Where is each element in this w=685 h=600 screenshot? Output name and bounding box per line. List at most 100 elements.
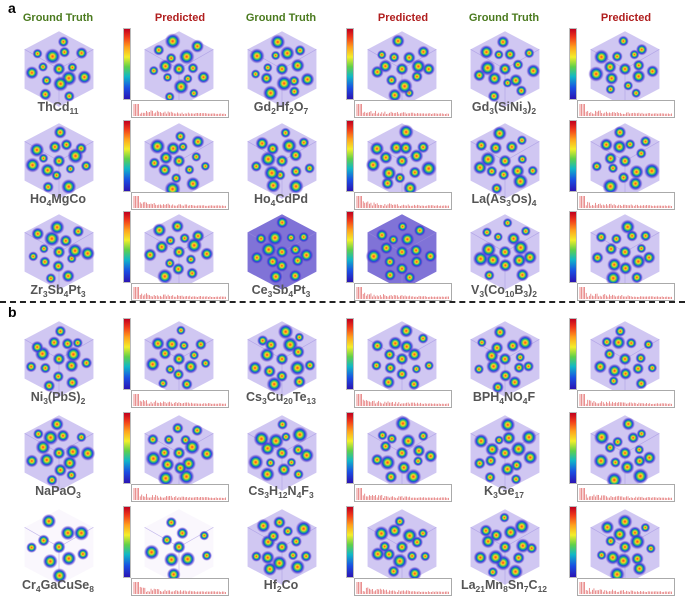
formula-label: Gd2Hf2O7 [181,100,381,116]
formula-label: ThCd11 [0,100,158,116]
spectrum-plot [354,283,452,301]
colorbar [123,28,131,100]
panel-label-a: a [8,0,16,16]
formula-label: Ho4CdPd [181,192,381,208]
formula-text: (SiNi [493,100,523,114]
predicted-density [367,415,438,491]
formula-subscript: 11 [69,106,79,116]
formula-label: Cs3H12N4F3 [181,484,381,500]
colorbar [346,318,354,390]
formula-text: Gd [471,100,490,114]
spectrum-plot [131,390,229,408]
formula-label: Gd3(SiNi3)2 [404,100,604,116]
colorbar [123,211,131,283]
formula-subscript: 8 [89,584,94,594]
ground-truth-density [470,31,541,107]
formula-subscript: 3 [80,289,86,299]
formula-subscript: 3 [308,490,314,500]
formula-text: Hf [275,100,290,114]
spectrum-plot [577,484,675,502]
spectrum-plot [354,100,452,118]
formula-label: NaPaO3 [0,484,158,500]
formula-text: Ho [29,192,47,206]
formula-text: F [301,484,309,498]
ground-truth-density [247,321,317,397]
ground-truth-density [24,123,94,199]
predicted-density [144,321,214,397]
formula-text: Ge [497,484,515,498]
formula-text: Cs [248,484,265,498]
formula-text: C [528,578,538,592]
formula-text: Sn [507,578,524,592]
ground-truth-density [24,321,94,397]
predicted-density [367,321,437,397]
formula-text: Te [292,390,307,404]
predicted-density [590,415,660,491]
formula-text: Ce [251,283,268,297]
formula-text: BPH [472,390,500,404]
formula-subscript: 12 [537,584,548,594]
panel-label-b: b [8,304,17,320]
formula-subscript: 3 [479,289,485,299]
formula-subscript: 4 [270,198,276,208]
formula-text: ) [527,100,532,114]
formula-label: La(As3Os)4 [404,192,604,208]
formula-text: K [484,484,494,498]
colorbar [569,506,577,578]
spectrum-plot [577,390,675,408]
header-predicted: Predicted [600,12,652,24]
formula-label: Ce3Sb4Pt3 [181,283,381,299]
formula-text: H [269,484,279,498]
spectrum-plot [577,283,675,301]
predicted-density [590,321,660,397]
predicted-density [367,31,437,107]
formula-text: Os) [510,192,532,206]
formula-subscript: 21 [475,584,486,594]
colorbar [346,506,354,578]
spectrum-plot [354,192,452,210]
formula-text: NO [504,390,523,404]
formula-text: CdPd [275,192,309,206]
spectrum-plot [354,578,452,596]
formula-text: (PbS) [47,390,81,404]
formula-text: ThCd [37,100,70,114]
colorbar [346,211,354,283]
formula-label: BPH4NO4F [404,390,604,406]
formula-text: Gd [253,100,272,114]
formula-text: B [514,283,524,297]
spectrum-plot [354,484,452,502]
predicted-density [143,214,214,290]
colorbar [123,120,131,192]
formula-subscript: 17 [514,490,524,500]
spectrum-plot [131,484,229,502]
ground-truth-density [470,321,540,397]
spectrum-plot [577,100,675,118]
formula-subscript: 2 [80,396,86,406]
ground-truth-density [247,123,317,199]
formula-subscript: 3 [493,490,498,500]
header-ground-truth: Ground Truth [22,12,94,24]
spectrum-plot [131,578,229,596]
predicted-density [590,214,660,290]
ground-truth-density [470,214,540,290]
colorbar [123,318,131,390]
formula-text: Sb [47,283,64,297]
formula-text: V [470,283,480,297]
formula-text: Zr [30,283,43,297]
formula-subscript: 3 [42,289,48,299]
spectrum-plot [354,390,452,408]
spectrum-plot [577,192,675,210]
formula-text: La(As [471,192,507,206]
formula-text: La [460,578,476,592]
colorbar [569,318,577,390]
colorbar [569,412,577,484]
formula-subscript: 2 [271,106,276,116]
predicted-density [367,509,437,585]
formula-subscript: 4 [499,396,504,406]
predicted-density [590,123,660,199]
predicted-density [144,415,214,491]
formula-label: Hf2Co [181,578,381,594]
formula-subscript: 2 [289,106,294,116]
formula-text: Cu [266,390,284,404]
formula-text: N [287,484,297,498]
